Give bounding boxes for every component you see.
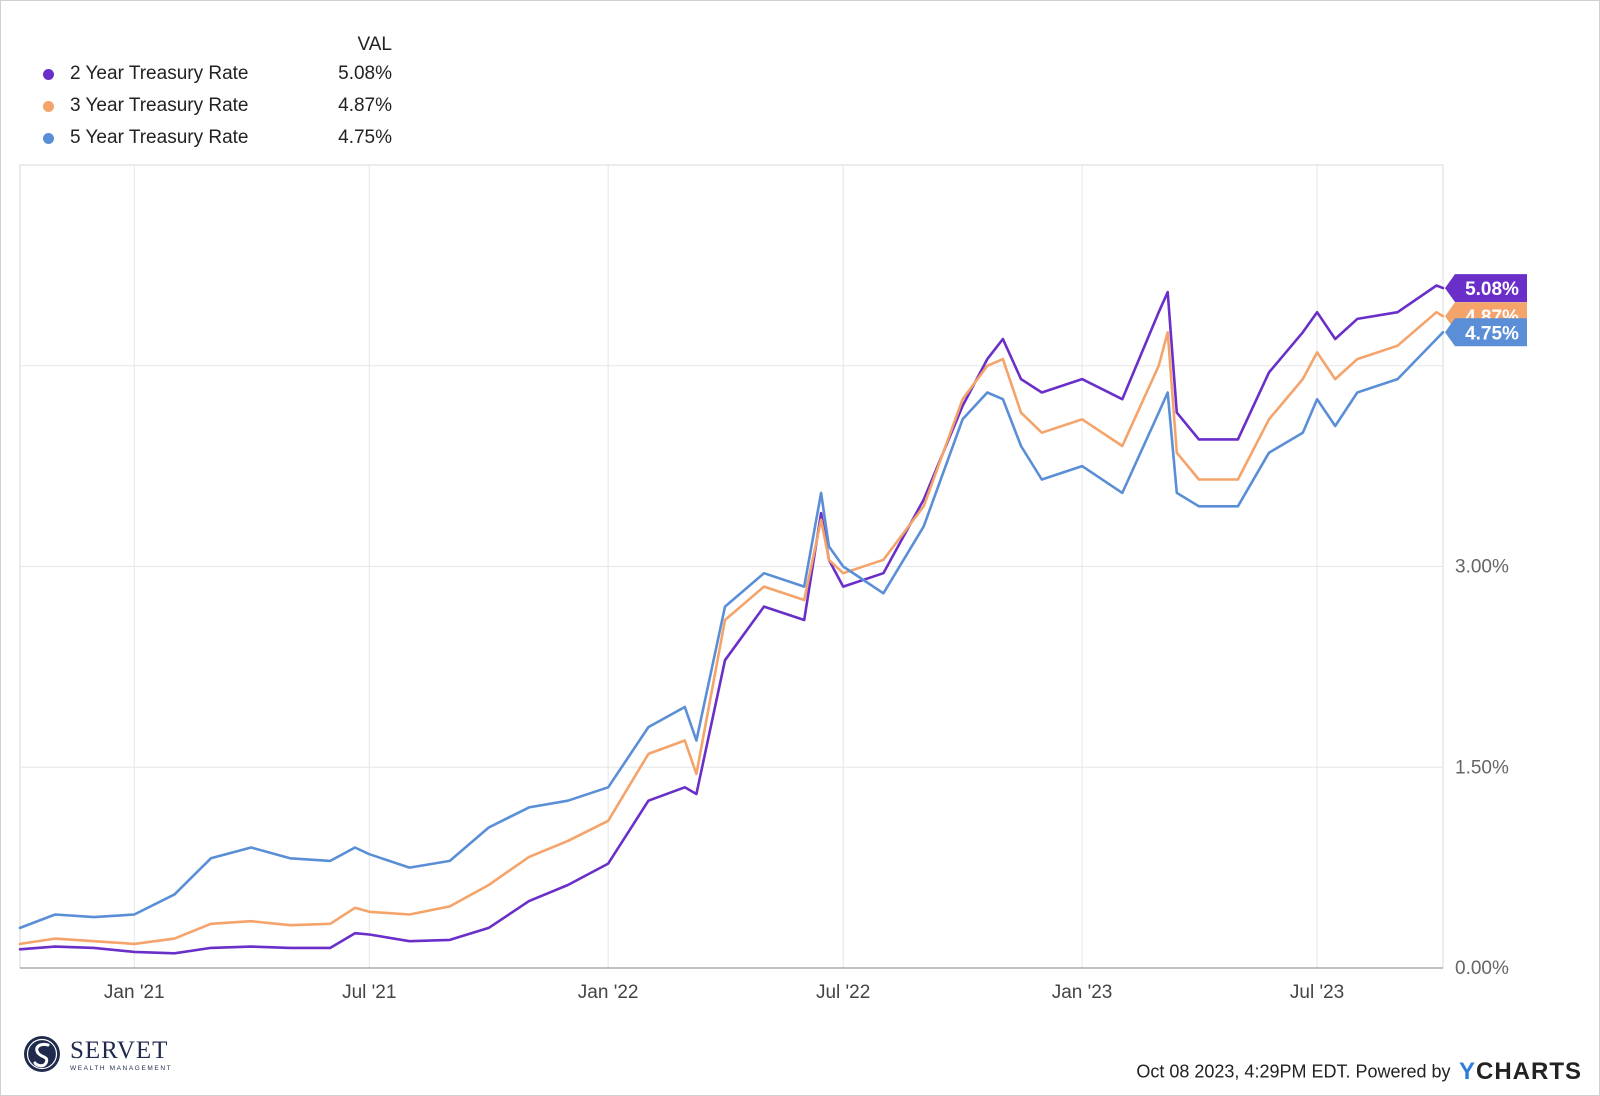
brand-subtitle: WEALTH MANAGEMENT [70, 1065, 173, 1072]
end-value-label: 5.08% [1465, 279, 1519, 300]
legend-dot-2yr [43, 69, 54, 80]
ycharts-logo-y: Y [1458, 1058, 1476, 1085]
legend-item-2yr[interactable]: 2 Year Treasury Rate 5.08% [40, 62, 392, 86]
legend-dot-3yr [43, 101, 54, 112]
end-value-tag [1445, 274, 1527, 303]
legend-item-5yr[interactable]: 5 Year Treasury Rate 4.75% [40, 126, 392, 150]
legend-item-3yr[interactable]: 3 Year Treasury Rate 4.87% [40, 94, 392, 118]
x-tick-label: Jan '23 [1052, 982, 1113, 1003]
end-value-label: 4.75% [1465, 323, 1519, 344]
legend-label-5yr: 5 Year Treasury Rate [70, 127, 249, 148]
y-tick-label: 0.00% [1455, 958, 1509, 979]
brand-name: SERVET [70, 1037, 169, 1064]
legend-label-2yr: 2 Year Treasury Rate [70, 63, 249, 84]
x-tick-label: Jul '22 [816, 982, 870, 1003]
y-tick-label: 1.50% [1455, 757, 1509, 778]
footer-attribution: Oct 08 2023, 4:29PM EDT. Powered by YCHA… [1136, 1058, 1582, 1088]
servet-logo: SERVET WEALTH MANAGEMENT [22, 1034, 182, 1078]
x-tick-label: Jan '22 [578, 982, 639, 1003]
x-tick-label: Jul '23 [1290, 982, 1344, 1003]
legend-dot-5yr [43, 133, 54, 144]
x-tick-label: Jan '21 [104, 982, 165, 1003]
legend-value-3yr: 4.87% [338, 95, 392, 116]
x-tick-label: Jul '21 [342, 982, 396, 1003]
y-tick-label: 3.00% [1455, 557, 1509, 578]
ycharts-logo[interactable]: YCHARTS [1459, 1058, 1582, 1086]
servet-emblem-icon [24, 1036, 60, 1072]
legend-label-3yr: 3 Year Treasury Rate [70, 95, 249, 116]
timestamp: Oct 08 2023, 4:29PM EDT. Powered by [1136, 1061, 1451, 1082]
ycharts-logo-rest: CHARTS [1476, 1058, 1582, 1085]
legend-value-5yr: 4.75% [338, 127, 392, 148]
legend-value-2yr: 5.08% [338, 63, 392, 84]
legend-header: VAL [357, 34, 392, 55]
series-line-2 [18, 310, 1445, 946]
series-line-3 [18, 330, 1445, 930]
end-value-tag [1445, 318, 1527, 347]
